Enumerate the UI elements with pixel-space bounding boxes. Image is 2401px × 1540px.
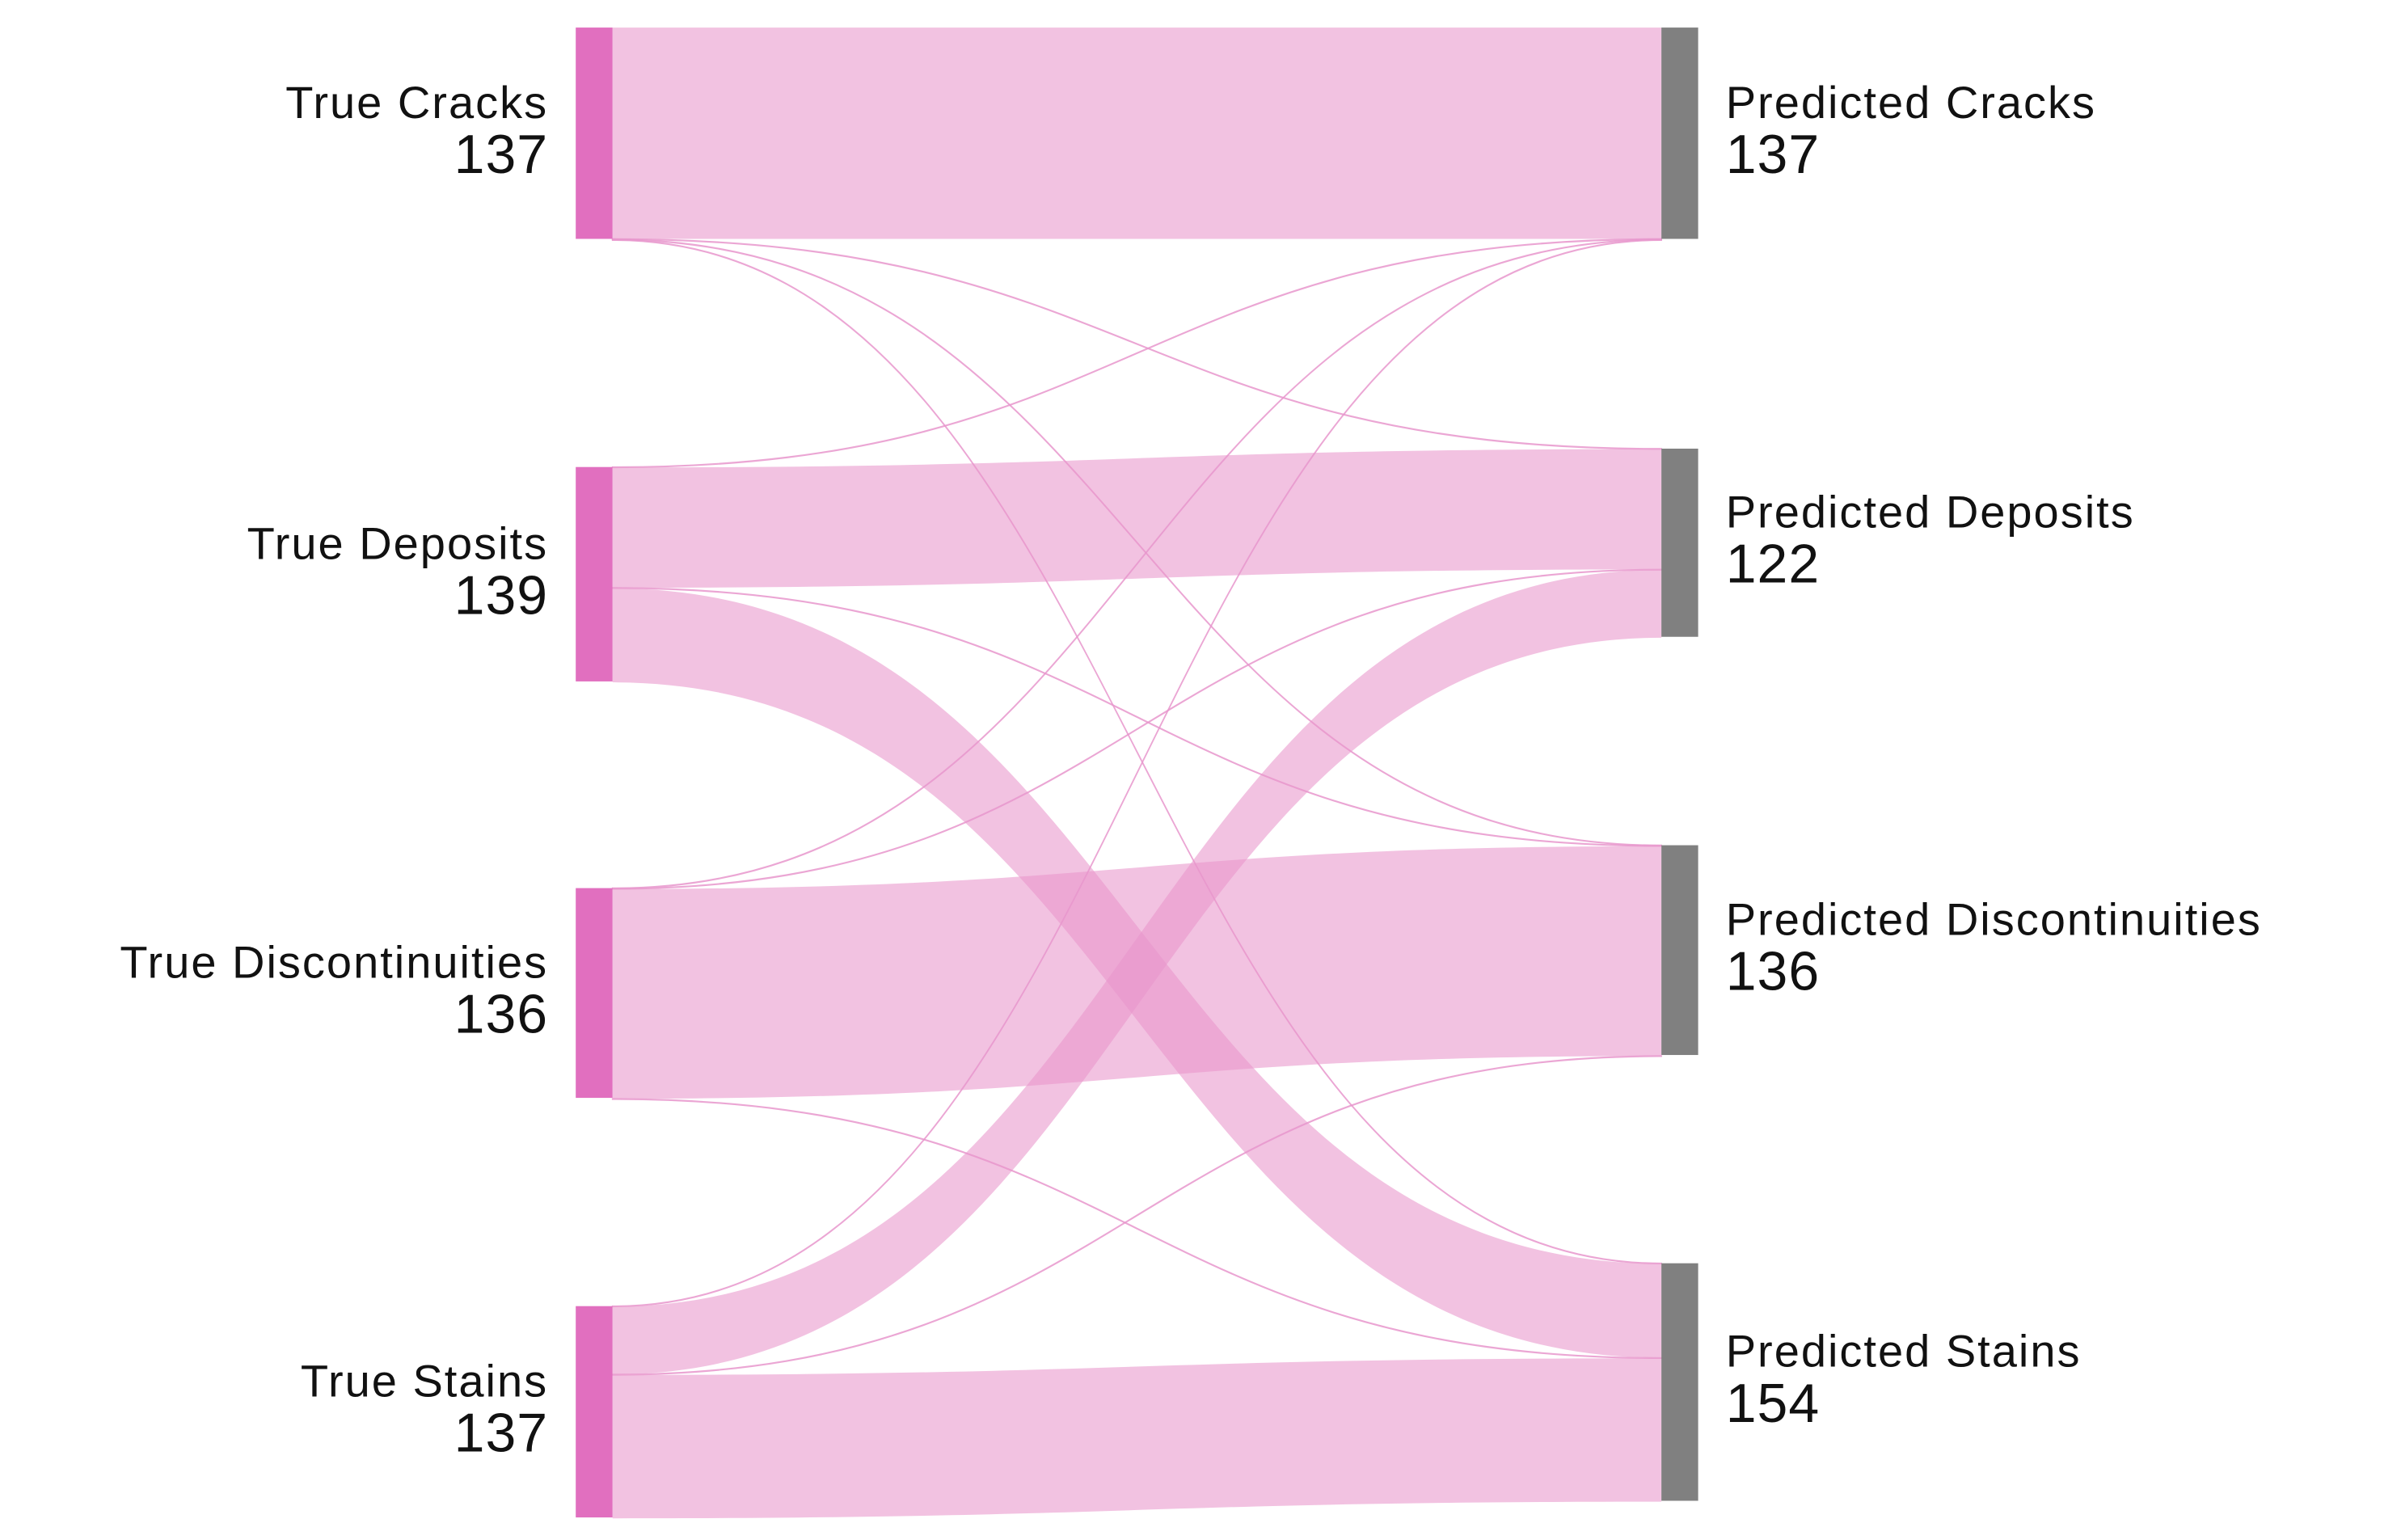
target-value-3: 154 bbox=[1726, 1373, 1820, 1434]
flow-0-to-3 bbox=[611, 238, 1662, 1265]
source-node-3 bbox=[576, 1306, 613, 1518]
flow-0-to-1 bbox=[611, 238, 1662, 450]
target-node-0 bbox=[1661, 27, 1698, 239]
source-label-2: True Discontinuities bbox=[120, 936, 548, 987]
source-node-1 bbox=[576, 466, 613, 681]
source-value-2: 136 bbox=[454, 984, 548, 1045]
flow-1-to-1 bbox=[612, 449, 1662, 589]
source-value-3: 137 bbox=[454, 1403, 548, 1464]
target-value-1: 122 bbox=[1726, 534, 1820, 595]
target-label-0: Predicted Cracks bbox=[1726, 77, 2096, 128]
source-label-3: True Stains bbox=[301, 1355, 548, 1406]
target-node-1 bbox=[1661, 448, 1698, 637]
flow-3-to-3 bbox=[612, 1358, 1662, 1519]
source-value-1: 139 bbox=[454, 565, 548, 627]
flow-1-to-0 bbox=[611, 238, 1662, 469]
source-node-0 bbox=[576, 27, 613, 239]
flow-3-to-1 bbox=[612, 569, 1662, 1375]
flow-links bbox=[611, 27, 1662, 1519]
flow-3-to-0 bbox=[611, 238, 1662, 1308]
target-node-2 bbox=[1661, 845, 1698, 1056]
source-node-2 bbox=[576, 888, 613, 1099]
target-node-3 bbox=[1661, 1263, 1698, 1501]
target-value-0: 137 bbox=[1726, 124, 1820, 185]
source-label-1: True Deposits bbox=[247, 517, 549, 568]
sankey-nodes bbox=[576, 27, 1698, 1518]
target-label-1: Predicted Deposits bbox=[1726, 486, 2135, 537]
flow-3-to-2 bbox=[611, 1055, 1662, 1376]
source-label-0: True Cracks bbox=[285, 77, 548, 128]
target-value-2: 136 bbox=[1726, 941, 1820, 1002]
flow-0-to-0 bbox=[612, 27, 1662, 239]
target-label-3: Predicted Stains bbox=[1726, 1326, 2082, 1377]
source-value-0: 137 bbox=[454, 124, 548, 185]
target-label-2: Predicted Discontinuities bbox=[1726, 893, 2262, 944]
flow-2-to-1 bbox=[611, 568, 1662, 890]
